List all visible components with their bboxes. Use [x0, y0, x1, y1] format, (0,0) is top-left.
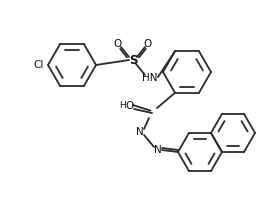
Text: N: N: [154, 145, 162, 155]
Text: Cl: Cl: [34, 60, 44, 70]
Text: H: H: [119, 101, 125, 110]
Text: O: O: [114, 39, 122, 49]
Text: O: O: [125, 101, 133, 111]
Text: HN: HN: [142, 73, 158, 83]
Text: N: N: [136, 127, 144, 137]
Text: O: O: [144, 39, 152, 49]
Text: S: S: [129, 54, 137, 67]
